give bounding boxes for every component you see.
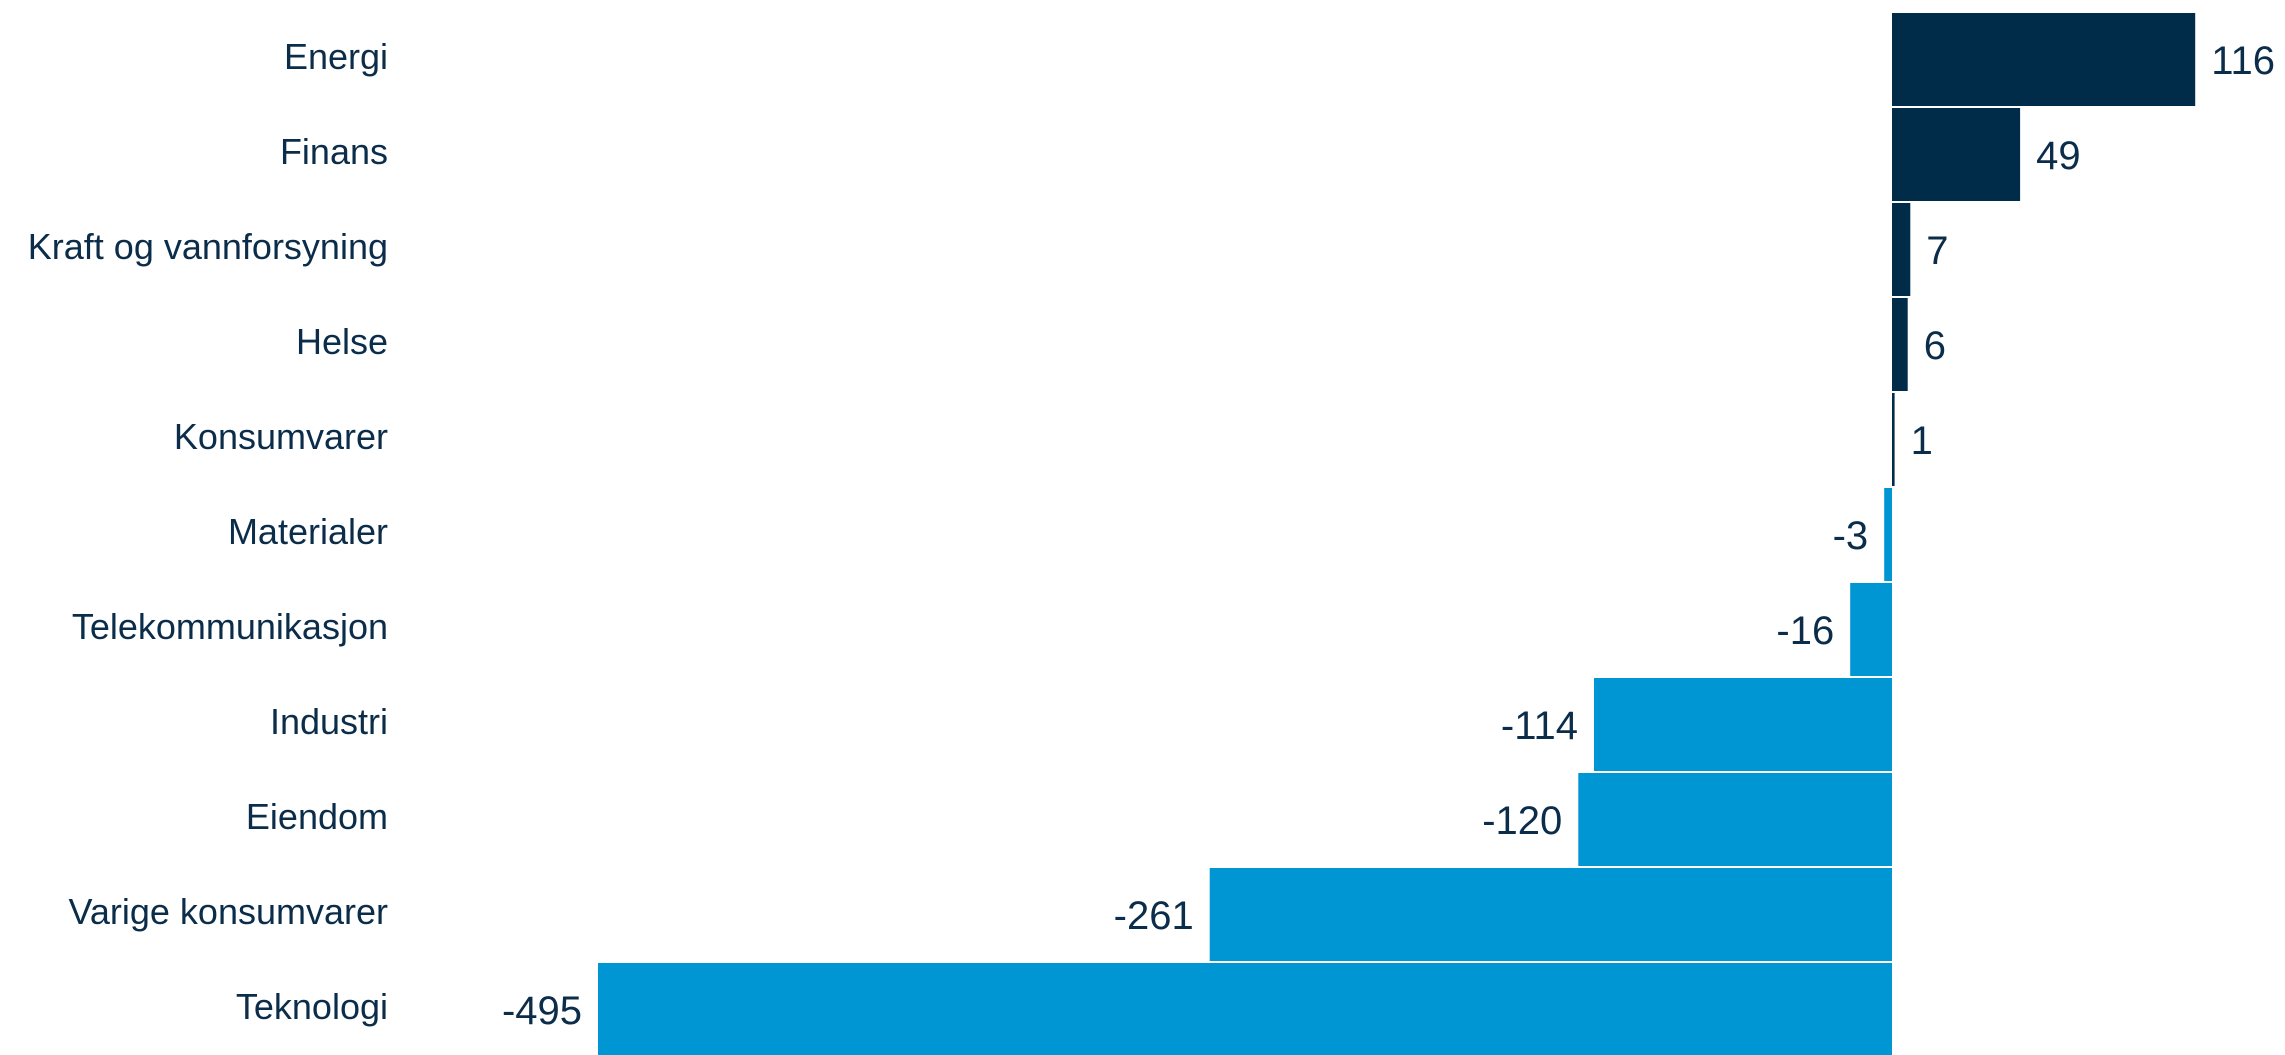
- category-label: Varige konsumvarer: [69, 891, 388, 932]
- value-label: -261: [1114, 894, 1194, 938]
- value-label: -114: [1501, 704, 1578, 748]
- bar-energi: [1892, 13, 2196, 106]
- category-label: Telekommunikasjon: [72, 606, 388, 647]
- category-label: Konsumvarer: [174, 416, 388, 457]
- bar-kraft-og-vannforsyning: [1892, 203, 1911, 296]
- value-label: 7: [1926, 229, 1948, 273]
- category-label: Teknologi: [236, 986, 388, 1027]
- bar-industri: [1594, 678, 1892, 771]
- bar-materialer: [1884, 488, 1892, 581]
- category-label: Helse: [296, 321, 388, 362]
- value-label: -16: [1776, 609, 1834, 653]
- category-label: Kraft og vannforsyning: [28, 226, 388, 267]
- category-label: Eiendom: [246, 796, 388, 837]
- bar-teknologi: [598, 963, 1892, 1055]
- category-label: Finans: [280, 131, 388, 172]
- labels-group: Energi 116 Finans 49 Kraft og vannforsyning 7…: [28, 36, 2275, 1033]
- bar-finans: [1892, 108, 2021, 201]
- bar-eiendom: [1578, 773, 1892, 866]
- category-label: Industri: [270, 701, 388, 742]
- value-label: 49: [2036, 134, 2081, 178]
- bar-konsumvarer: [1892, 393, 1895, 486]
- value-label: -495: [502, 989, 582, 1033]
- value-label: -120: [1482, 799, 1562, 843]
- value-label: -3: [1833, 514, 1869, 558]
- value-label: 1: [1911, 419, 1933, 463]
- value-label: 116: [2211, 39, 2275, 83]
- value-label: 6: [1924, 324, 1946, 368]
- category-label: Energi: [284, 36, 388, 77]
- bar-varige-konsumvarer: [1209, 868, 1892, 961]
- bars-group: [598, 13, 2196, 1055]
- bar-helse: [1892, 298, 1908, 391]
- category-label: Materialer: [228, 511, 388, 552]
- bar-telekommunikasjon: [1850, 583, 1892, 676]
